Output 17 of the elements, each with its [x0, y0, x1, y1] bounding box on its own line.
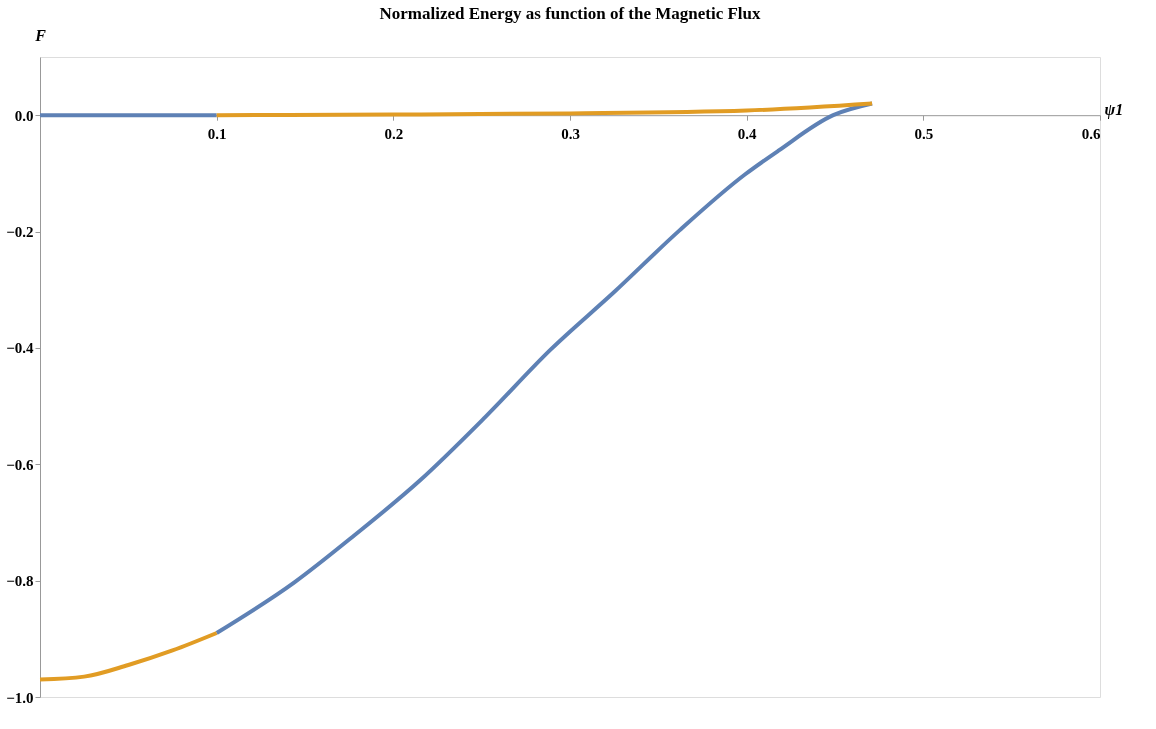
x-tick-label: 0.2 — [384, 125, 404, 142]
y-tick-label: 0.0 — [14, 107, 34, 124]
x-tick-label: 0.1 — [207, 125, 227, 142]
y-tick-label: −0.6 — [6, 456, 34, 473]
x-tick-label: 0.5 — [914, 125, 934, 142]
line-series — [38, 631, 219, 682]
x-axis-title: ψ1 — [1104, 100, 1124, 119]
x-tick-label: 0.3 — [561, 125, 580, 142]
line-series — [214, 101, 875, 118]
x-tick-label: 0.4 — [737, 125, 758, 142]
chart-title: Normalized Energy as function of the Magnetic Flux — [379, 4, 762, 23]
y-tick-label: −0.8 — [6, 573, 34, 590]
y-tick-label: −1.0 — [6, 689, 34, 706]
y-tick-label: −0.4 — [6, 340, 34, 357]
y-axis-title: F — [34, 26, 47, 44]
x-tick-label: 0.6 — [1081, 125, 1101, 142]
y-tick-label: −0.2 — [6, 224, 34, 241]
